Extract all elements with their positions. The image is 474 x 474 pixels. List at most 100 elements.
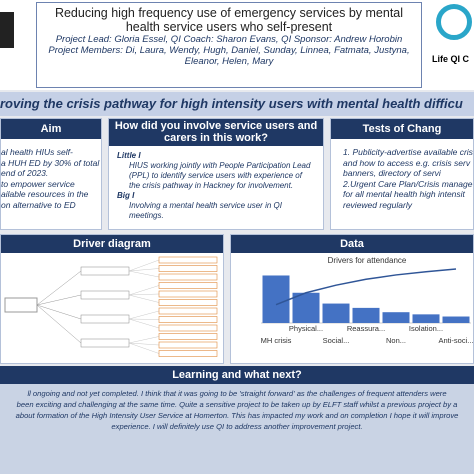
driver-box xyxy=(158,333,218,340)
list: HIUS working jointly with People Partici… xyxy=(117,161,315,191)
logo-text: Life QI C xyxy=(432,54,470,64)
driver-box xyxy=(4,297,38,313)
driver-box xyxy=(158,282,218,289)
text-line: al health HIUs self- xyxy=(1,147,73,157)
text-line: ll ongoing and not yet completed. I thin… xyxy=(27,389,447,398)
driver-heading: Driver diagram xyxy=(1,235,223,253)
driver-box xyxy=(158,299,218,306)
text-line: reviewed regularly xyxy=(343,199,412,210)
connector xyxy=(128,294,160,303)
pareto-line xyxy=(275,268,457,306)
aim-text: al health HIUs self-a HUH ED by 30% of t… xyxy=(1,139,101,210)
tests-text: 1. Publicity-advertise available cris and… xyxy=(331,139,473,210)
text-line: end of 2023. xyxy=(1,168,49,178)
bar xyxy=(322,303,350,323)
connector xyxy=(128,310,160,320)
life-qi-icon xyxy=(436,4,472,40)
driver-box xyxy=(80,338,130,348)
driver-box xyxy=(158,273,218,281)
text-line: 2.Urgent Care Plan/Crisis manage xyxy=(343,178,473,189)
connector xyxy=(128,318,160,320)
header: Reducing high frequency use of emergency… xyxy=(0,0,474,90)
connector xyxy=(128,285,160,296)
bar xyxy=(412,314,440,323)
bar xyxy=(292,292,320,323)
text-line: for all mental health high intensit xyxy=(343,189,465,199)
text-line: to empower service xyxy=(1,178,75,189)
aim-panel: Aim al health HIUs self-a HUH ED by 30% … xyxy=(0,118,102,230)
left-logo xyxy=(0,12,14,48)
text-line: banners, directory of servi xyxy=(343,168,441,178)
driver-box xyxy=(80,314,130,324)
connector xyxy=(128,293,160,296)
driver-box xyxy=(158,350,218,357)
driver-diagram xyxy=(4,256,218,357)
text-line: 1. Publicity-advertise available cris xyxy=(343,147,473,157)
x-tick-label: Social... xyxy=(323,336,350,345)
data-panel: Data Drivers for attendance MH crisis Phy… xyxy=(230,234,474,364)
text-line: Eleanor, Helen, Mary xyxy=(184,56,274,67)
text-line: Reducing high frequency use of emergency… xyxy=(54,6,404,20)
text-line: and how to access e.g. crisis serv xyxy=(343,157,471,168)
aim-heading: Aim xyxy=(1,119,101,139)
banner: roving the crisis pathway for high inten… xyxy=(0,92,474,116)
subheading: Little I xyxy=(117,151,141,160)
connector xyxy=(36,304,82,344)
driver-box xyxy=(158,324,218,332)
tests-panel: Tests of Chang 1. Publicity-advertise av… xyxy=(330,118,474,230)
connector xyxy=(128,259,160,272)
text-line: Project Members: Di, Laura, Wendy, Hugh,… xyxy=(48,45,410,56)
driver-box xyxy=(80,266,130,276)
text-line: a HUH ED by 30% of total xyxy=(1,157,100,168)
text-line: experience. I will definitely use QI to … xyxy=(111,422,363,431)
learning-panel: Learning and what next? ll ongoing and n… xyxy=(0,366,474,474)
driver-box xyxy=(158,316,218,323)
text-line: HIUS working jointly with People Partici… xyxy=(129,161,311,190)
text-line: about formation of the High Intensity Us… xyxy=(15,411,459,420)
text-line: on alternative to ED xyxy=(1,199,76,210)
data-heading: Data xyxy=(231,235,473,253)
connector xyxy=(36,304,82,320)
learning-text: ll ongoing and not yet completed. I thin… xyxy=(0,384,474,432)
driver-box xyxy=(158,265,218,272)
bar xyxy=(352,307,380,323)
connector xyxy=(128,318,160,329)
learning-heading: Learning and what next? xyxy=(0,366,474,384)
title: Reducing high frequency use of emergency… xyxy=(37,6,421,34)
text-line: Involving a mental health service user i… xyxy=(129,201,282,220)
driver-box xyxy=(158,307,218,315)
list: Involving a mental health service user i… xyxy=(117,201,315,221)
connector xyxy=(128,342,160,346)
connector xyxy=(36,270,82,306)
driver-box xyxy=(158,290,218,298)
title-box: Reducing high frequency use of emergency… xyxy=(36,2,422,88)
x-tick-label: MH crisis xyxy=(261,336,292,345)
involve-panel: How did you involve service users and ca… xyxy=(108,118,324,230)
bar xyxy=(442,316,470,323)
chart: Drivers for attendance MH crisis Physical… xyxy=(261,256,473,345)
text-line: been exciting and challenging at the sam… xyxy=(16,400,458,409)
driver-panel: Driver diagram xyxy=(0,234,224,364)
subheading: Big I xyxy=(117,191,135,200)
driver-box xyxy=(158,256,218,264)
x-tick-label: Reassura... xyxy=(347,324,385,333)
x-tick-label: Isolation... xyxy=(409,324,443,333)
driver-box xyxy=(80,290,130,300)
x-tick-label: Non... xyxy=(386,336,406,345)
connector xyxy=(128,270,160,278)
text-line: health service users who self-present xyxy=(125,20,333,34)
driver-box xyxy=(158,341,218,349)
text-line: ailable resources in the xyxy=(1,189,89,199)
lead: Project Lead: Gloria Essel, QI Coach: Sh… xyxy=(55,34,403,45)
connector xyxy=(128,336,160,344)
chart-title: Drivers for attendance xyxy=(328,256,407,265)
connector xyxy=(128,342,160,354)
x-tick-label: Anti-soci... xyxy=(438,336,473,345)
bar xyxy=(382,312,410,323)
connector xyxy=(36,294,82,306)
members: Project Members: Di, Laura, Wendy, Hugh,… xyxy=(37,45,421,67)
x-tick-label: Physical... xyxy=(289,324,323,333)
connector xyxy=(128,268,160,272)
bar xyxy=(262,275,290,323)
